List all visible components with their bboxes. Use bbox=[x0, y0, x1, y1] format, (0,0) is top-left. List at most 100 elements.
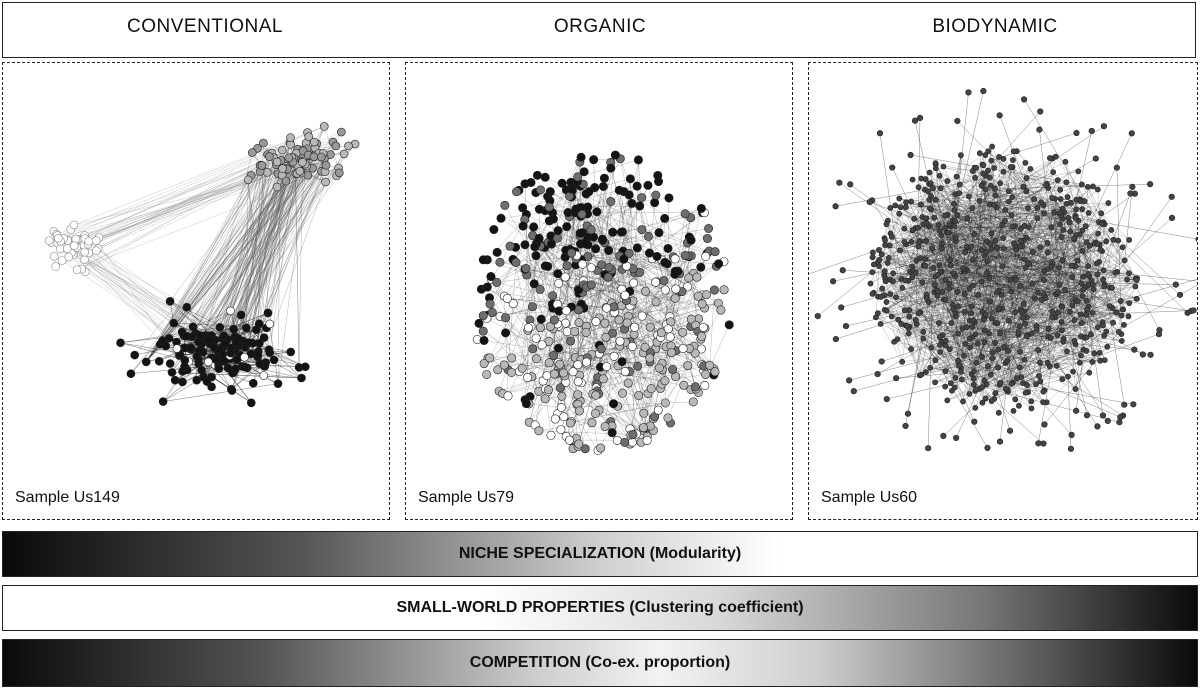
network-node bbox=[1126, 270, 1132, 277]
network-edge bbox=[535, 255, 631, 445]
network-node bbox=[986, 275, 993, 281]
network-node bbox=[702, 234, 712, 244]
network-edge bbox=[877, 225, 1016, 297]
network-node bbox=[503, 391, 513, 401]
network-node bbox=[969, 324, 976, 330]
network-edge bbox=[986, 241, 1019, 335]
network-node bbox=[927, 364, 934, 371]
network-node bbox=[700, 380, 710, 390]
network-edge bbox=[906, 244, 1044, 281]
network-edge bbox=[880, 167, 1012, 325]
network-node bbox=[1004, 357, 1011, 364]
network-edge bbox=[892, 281, 971, 348]
network-node bbox=[660, 257, 670, 267]
network-node bbox=[876, 130, 884, 137]
network-node bbox=[586, 225, 596, 235]
network-node bbox=[262, 168, 272, 177]
network-edge bbox=[984, 178, 1027, 343]
network-edge bbox=[985, 183, 1151, 190]
network-edge bbox=[1086, 278, 1138, 352]
network-node bbox=[581, 357, 591, 367]
niche-specialization-bar: NICHE SPECIALIZATION (Modularity) bbox=[2, 531, 1198, 577]
network-node bbox=[565, 435, 575, 445]
network-edge bbox=[920, 311, 971, 348]
network-node bbox=[896, 195, 903, 202]
network-node bbox=[1083, 412, 1091, 419]
network-edge bbox=[146, 165, 299, 363]
network-node bbox=[1083, 311, 1090, 318]
network-node bbox=[1038, 199, 1045, 206]
network-edge bbox=[1023, 186, 1063, 209]
network-edge bbox=[81, 163, 302, 241]
network-node bbox=[633, 155, 643, 165]
network-edge bbox=[1047, 268, 1063, 307]
network-edge bbox=[992, 358, 1008, 390]
network-node bbox=[255, 359, 265, 369]
network-node bbox=[992, 340, 999, 346]
network-edge bbox=[991, 132, 1077, 161]
network-node bbox=[886, 242, 893, 249]
network-node bbox=[1077, 311, 1084, 318]
network-node bbox=[540, 172, 550, 182]
network-edge bbox=[901, 198, 1035, 325]
network-edge bbox=[985, 251, 1137, 299]
network-node bbox=[265, 152, 274, 161]
network-node bbox=[890, 270, 897, 277]
network-edge bbox=[1059, 212, 1076, 390]
network-edge bbox=[994, 188, 1117, 313]
network-node bbox=[660, 398, 670, 408]
network-edge bbox=[985, 175, 1075, 321]
network-node bbox=[1116, 419, 1123, 426]
network-edge bbox=[998, 156, 1006, 363]
network-node bbox=[653, 405, 663, 415]
network-edge bbox=[961, 286, 1136, 380]
network-node bbox=[867, 280, 874, 287]
network-edge bbox=[604, 203, 632, 427]
network-node bbox=[965, 89, 972, 96]
network-node bbox=[523, 323, 533, 333]
network-node bbox=[1010, 407, 1017, 414]
network-node bbox=[532, 170, 542, 180]
network-edge bbox=[926, 188, 941, 219]
network-node bbox=[955, 303, 961, 310]
network-edge bbox=[1086, 300, 1114, 323]
network-edge bbox=[929, 199, 1071, 204]
network-edge bbox=[883, 274, 943, 336]
network-node bbox=[643, 231, 653, 241]
network-node bbox=[609, 351, 619, 361]
network-node bbox=[1058, 234, 1065, 241]
network-edge bbox=[975, 167, 1003, 226]
network-edge bbox=[957, 230, 1083, 361]
network-node bbox=[1001, 344, 1007, 350]
network-node bbox=[645, 353, 655, 363]
network-edge bbox=[955, 180, 1058, 378]
network-edge bbox=[146, 175, 309, 363]
network-node bbox=[893, 375, 900, 382]
network-node bbox=[501, 328, 511, 338]
network-node bbox=[557, 178, 567, 188]
network-node bbox=[604, 262, 614, 272]
network-node bbox=[520, 240, 530, 250]
network-node bbox=[1012, 309, 1018, 316]
network-node bbox=[196, 331, 205, 340]
network-node bbox=[981, 377, 988, 384]
network-node bbox=[627, 341, 637, 351]
network-node bbox=[1104, 417, 1111, 425]
network-edge bbox=[920, 162, 1026, 242]
network-edge bbox=[890, 207, 907, 234]
network-edge bbox=[84, 259, 186, 349]
network-node bbox=[204, 357, 213, 367]
network-node bbox=[916, 114, 924, 121]
network-node bbox=[536, 314, 546, 324]
network-edge bbox=[324, 126, 339, 169]
network-edge bbox=[950, 226, 1064, 231]
network-edge bbox=[912, 226, 1013, 231]
network-node bbox=[339, 149, 349, 159]
network-edge bbox=[587, 225, 719, 304]
network-node bbox=[946, 281, 953, 287]
network-node bbox=[995, 346, 1002, 353]
network-edge bbox=[602, 240, 683, 292]
network-edge bbox=[982, 155, 986, 403]
network-node bbox=[960, 352, 967, 359]
network-edge bbox=[664, 374, 706, 382]
